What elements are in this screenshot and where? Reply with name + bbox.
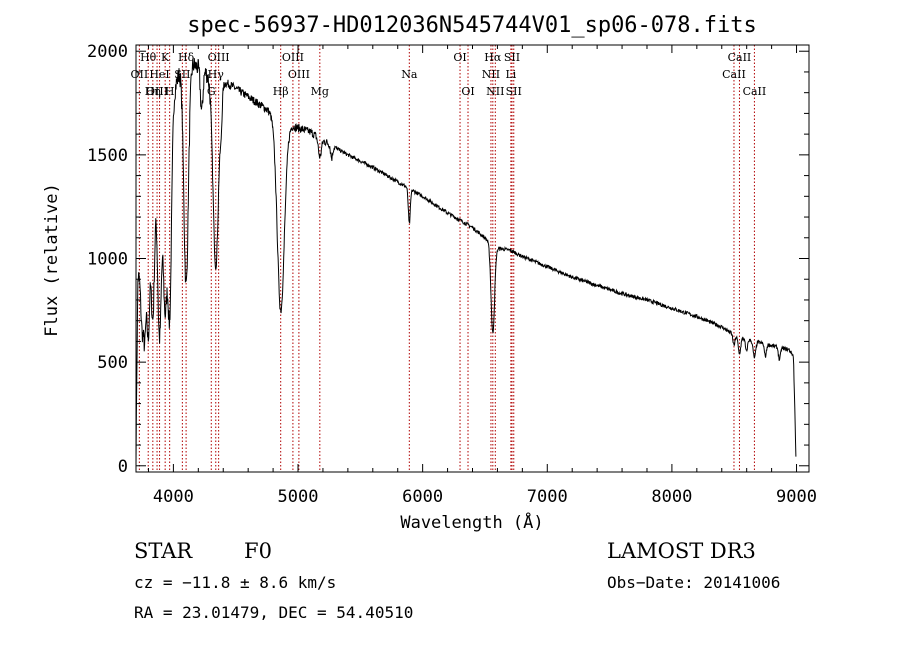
spectral-line-label: CaII [722,68,746,81]
spectral-line-label: Hβ [273,85,289,98]
spectral-line-label: CaII [728,51,752,64]
spectral-line-label: H [165,85,175,98]
redshift-cz: cz = −11.8 ± 8.6 km/s [134,573,337,592]
spectrum-line [135,58,797,466]
coordinates: RA = 23.01479, DEC = 54.40510 [134,603,414,622]
spectral-line-label: SII [506,85,522,98]
x-tick-label: 9000 [776,487,817,507]
x-tick-label: 8000 [651,487,692,507]
spectral-line-label: OI [461,85,474,98]
y-tick-label: 500 [97,353,128,373]
spectral-line-label: NII [482,68,500,81]
x-tick-label: 4000 [153,487,194,507]
spectral-line-label: OIII [288,68,310,81]
spectral-line-label: Hγ [208,68,225,81]
spectral-line-label: Hδ [178,51,195,64]
y-axis-ticks: 0 500 1000 1500 2000 [87,42,809,477]
spectral-line-label: Li [505,68,516,81]
y-tick-label: 0 [118,457,128,477]
spectral-line-label: OII [131,68,149,81]
spectral-line-label: OI [453,51,466,64]
plot-frame [135,44,810,473]
spectral-line-label: OIII [146,85,168,98]
object-class: STAR [134,539,193,563]
spectral-line-label: CaII [743,85,767,98]
x-tick-label: 7000 [527,487,568,507]
y-tick-label: 1000 [87,250,128,270]
y-tick-label: 1500 [87,146,128,166]
spectral-line-label: Hα [484,51,502,64]
spectral-line-label: Na [401,68,418,81]
spectral-line-label: OIII [282,51,304,64]
x-tick-label: 6000 [402,487,443,507]
spectral-line-label: HeI [149,68,169,81]
y-tick-label: 2000 [87,42,128,62]
spectral-line-label: Mg [311,85,329,98]
spectral-line-markers [138,45,755,472]
x-axis-ticks: 4000 5000 6000 7000 8000 9000 [147,45,817,507]
spectral-line-label: NII [486,85,504,98]
spectral-line-label: Hθ [140,51,157,64]
spectral-line-label: G [207,85,216,98]
x-axis-label: Wavelength (Å) [400,511,543,533]
observation-date: Obs−Date: 20141006 [607,573,781,592]
chart-title: spec-56937-HD012036N545744V01_sp06-078.f… [187,13,757,38]
survey-name: LAMOST DR3 [607,539,756,563]
spectral-line-label: K [161,51,170,64]
spectral-line-label: Hη [145,85,161,98]
object-subclass: F0 [244,539,272,563]
spectral-line-label: OIII [208,51,230,64]
y-axis-label: Flux (relative) [42,183,62,337]
x-tick-label: 5000 [278,487,319,507]
spectral-line-label: SII [504,51,520,64]
